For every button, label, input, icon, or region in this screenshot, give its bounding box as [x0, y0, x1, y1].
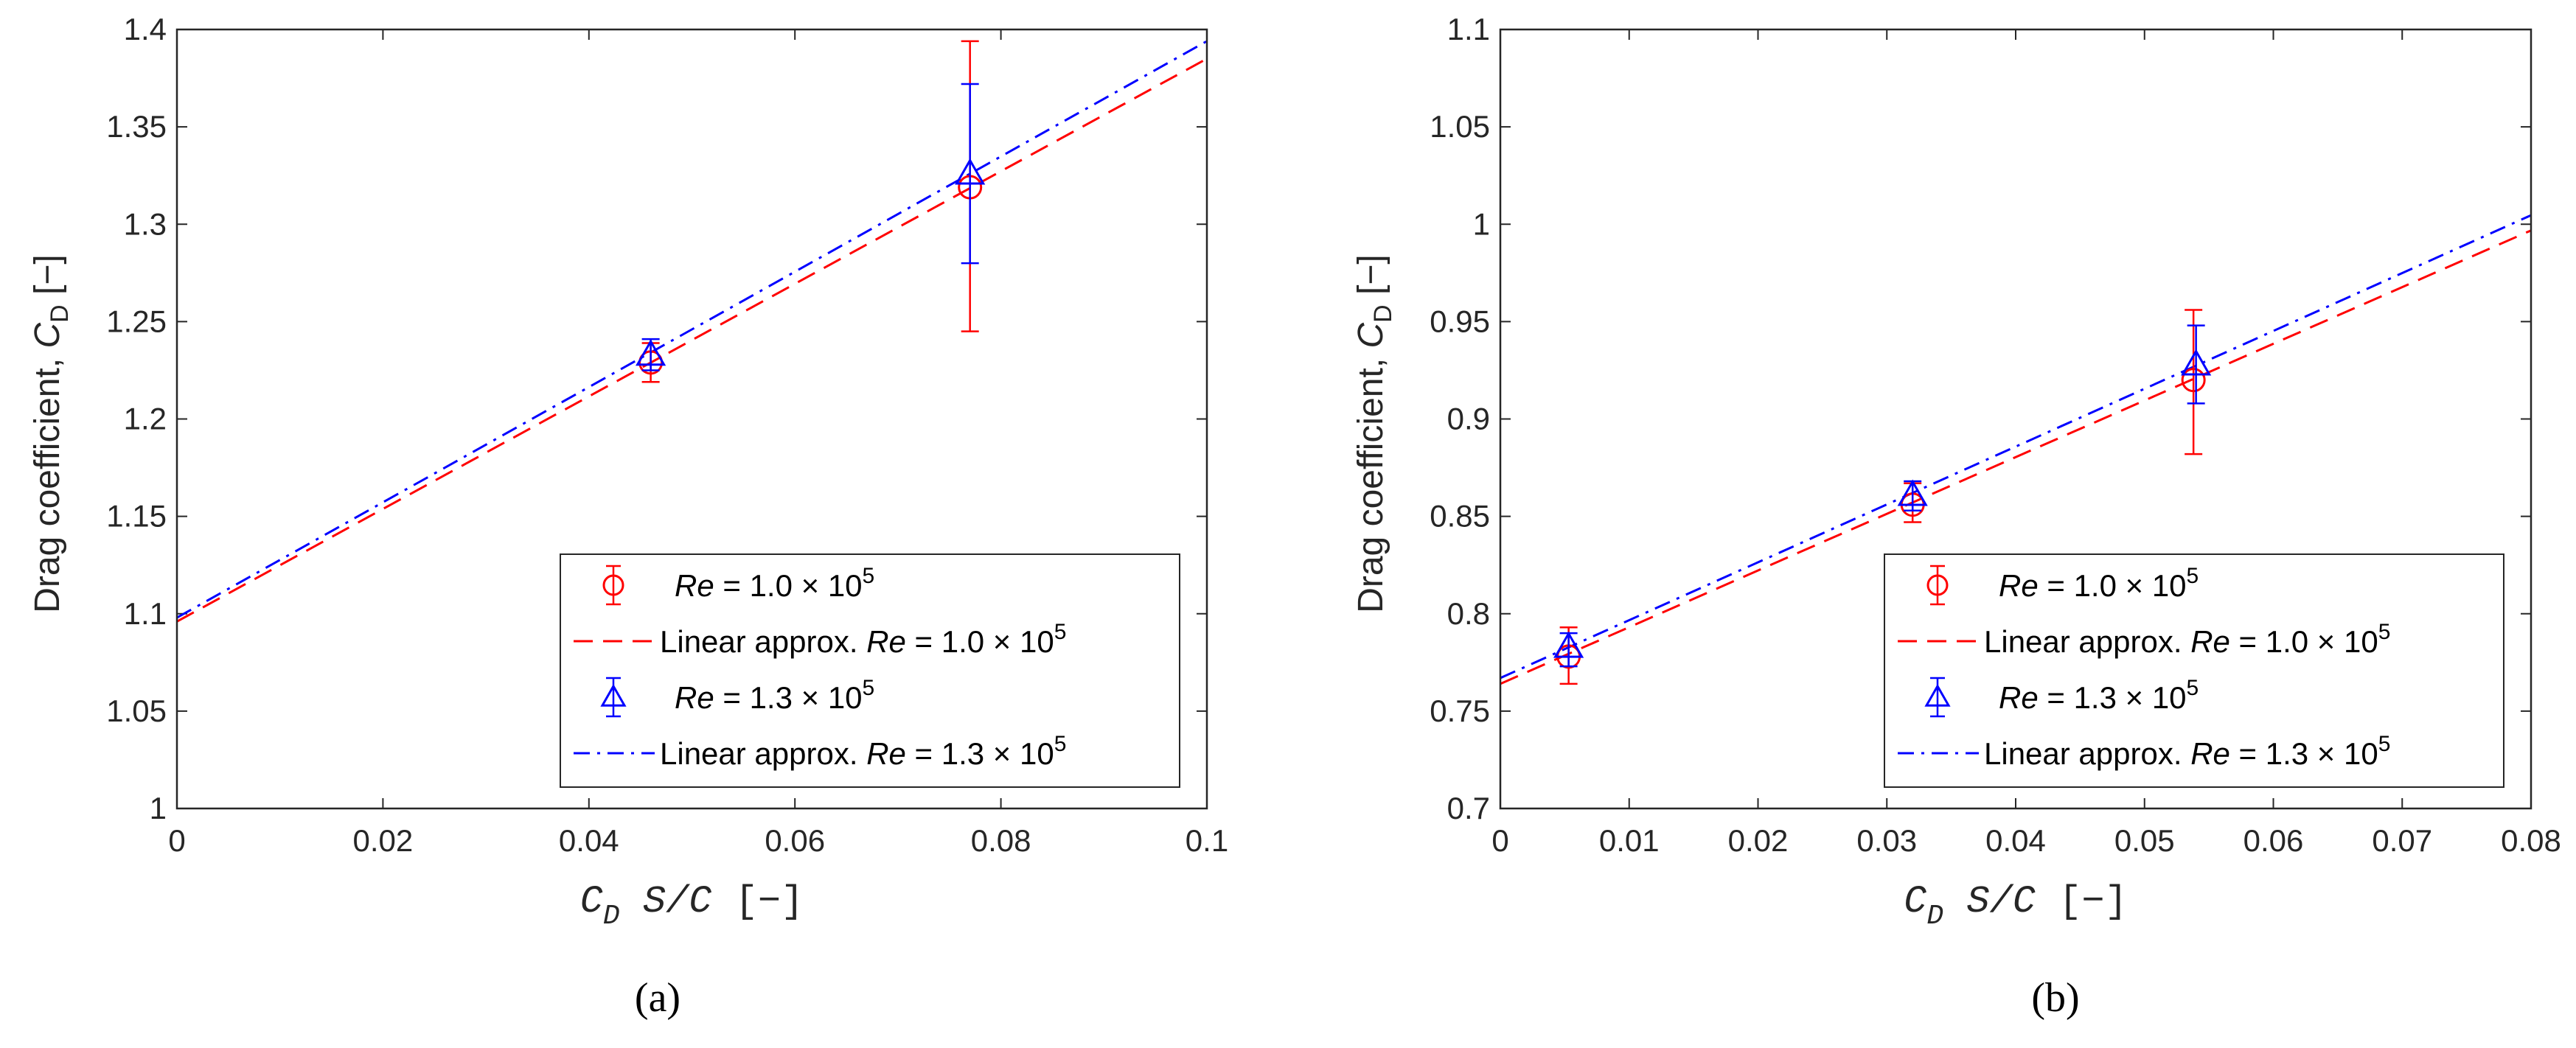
- legend-box: [1884, 553, 2504, 788]
- y-tick-label: 1.1: [1447, 12, 1490, 46]
- fit-line-re10: [177, 57, 1207, 623]
- x-tick-label: 0: [1491, 823, 1508, 858]
- fit-line-re10: [1500, 229, 2531, 685]
- legend-circle-marker: [1926, 574, 1949, 596]
- legend-entry-label: Re = 1.3 × 105: [1999, 676, 2199, 715]
- legend-box: [560, 553, 1180, 788]
- legend-entry-label: Re = 1.0 × 105: [675, 564, 874, 603]
- legend-entry-label: Linear approx. Re = 1.3 × 105: [1984, 732, 2390, 771]
- panel-a: 0 0.02 0.04 0.06 0.08 0.1 1 1.05 1.1 1.15 1.2 1.25 1…: [28, 12, 1228, 1021]
- x-tick-label: 0.07: [2372, 823, 2432, 858]
- legend: Re = 1.0 × 105 Linear approx. Re = 1.0 × …: [1884, 553, 2504, 788]
- x-tick-label: 0.01: [1599, 823, 1660, 858]
- y-tick-label: 1: [1473, 206, 1490, 241]
- plot-area: [1500, 214, 2531, 685]
- axes-box: [175, 28, 1208, 810]
- x-tick-label: 0.08: [971, 823, 1031, 858]
- y-tick-label: 1.1: [124, 596, 167, 631]
- x-tick-label: 0.06: [765, 823, 825, 858]
- legend-entry-label: Re = 1.0 × 105: [1999, 564, 2199, 603]
- y-tick-label: 0.95: [1430, 304, 1490, 338]
- y-tick-label: 1.35: [106, 109, 167, 144]
- panel-label: (b): [2031, 975, 2079, 1021]
- x-tick-label: 0.04: [1985, 823, 2046, 858]
- y-tick-label: 1.4: [124, 12, 167, 46]
- x-tick-label: 0.02: [1728, 823, 1789, 858]
- data-point-triangle: [1553, 631, 1584, 658]
- legend: Re = 1.0 × 105 Linear approx. Re = 1.0 × …: [560, 553, 1180, 788]
- legend-triangle-marker: [1924, 683, 1951, 707]
- y-tick-label: 0.75: [1430, 694, 1490, 728]
- x-tick-label: 0: [168, 823, 185, 858]
- y-tick-label: 1.05: [106, 694, 167, 728]
- panel-b: 0 0.01 0.02 0.03 0.04 0.05 0.06 0.07 0.08 0.7 0.75…: [1351, 12, 2561, 1021]
- data-point-triangle: [2181, 349, 2212, 376]
- data-point-triangle: [636, 339, 666, 366]
- legend-entry-label: Linear approx. Re = 1.0 × 105: [660, 620, 1066, 659]
- x-tick-label: 0.02: [353, 823, 414, 858]
- data-point-circle: [2181, 368, 2206, 393]
- plot-area: [177, 40, 1207, 623]
- y-tick-label: 1.2: [124, 402, 167, 436]
- axes-box: [1499, 28, 2533, 810]
- x-tick-label: 0.1: [1186, 823, 1228, 858]
- legend-entry-label: Linear approx. Re = 1.0 × 105: [1984, 620, 2390, 659]
- fit-line-re13: [1500, 214, 2531, 680]
- y-tick-label: 1.05: [1430, 109, 1490, 144]
- y-tick-label: 0.8: [1447, 596, 1490, 631]
- y-tick-label: 1: [150, 791, 167, 825]
- legend-entry-label: Linear approx. Re = 1.3 × 105: [660, 732, 1066, 771]
- y-axis-label: Drag coefficient, CD [−]: [28, 254, 74, 613]
- y-tick-label: 0.9: [1447, 402, 1490, 436]
- x-tick-label: 0.08: [2501, 823, 2561, 858]
- y-tick-label: 1.25: [106, 304, 167, 338]
- y-tick-label: 0.7: [1447, 791, 1490, 825]
- y-axis-label: Drag coefficient, CD [−]: [1351, 254, 1397, 613]
- legend-triangle-marker: [600, 683, 627, 707]
- x-axis-label: CD S/C [−]: [580, 880, 804, 932]
- x-tick-label: 0.05: [2114, 823, 2175, 858]
- x-tick-label: 0.03: [1856, 823, 1917, 858]
- x-tick-label: 0.06: [2243, 823, 2304, 858]
- fit-line-re13: [177, 40, 1207, 619]
- x-tick-label: 0.04: [559, 823, 619, 858]
- data-point-triangle: [1897, 479, 1928, 506]
- y-tick-label: 1.3: [124, 206, 167, 241]
- y-tick-label: 0.85: [1430, 499, 1490, 534]
- data-point-triangle: [955, 158, 986, 185]
- panel-label: (a): [635, 975, 680, 1021]
- legend-entry-label: Re = 1.3 × 105: [675, 676, 874, 715]
- x-axis-label: CD S/C [−]: [1904, 880, 2128, 932]
- y-tick-label: 1.15: [106, 499, 167, 534]
- legend-circle-marker: [602, 574, 624, 596]
